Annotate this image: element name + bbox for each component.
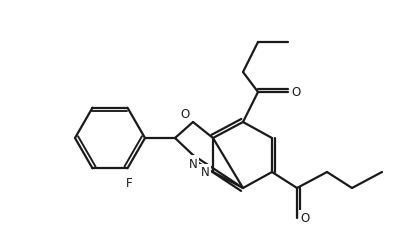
Text: N: N: [188, 157, 197, 170]
Text: O: O: [180, 108, 190, 121]
Text: N: N: [201, 166, 209, 179]
Text: F: F: [126, 176, 133, 189]
Text: O: O: [291, 86, 301, 99]
Text: O: O: [301, 212, 310, 224]
